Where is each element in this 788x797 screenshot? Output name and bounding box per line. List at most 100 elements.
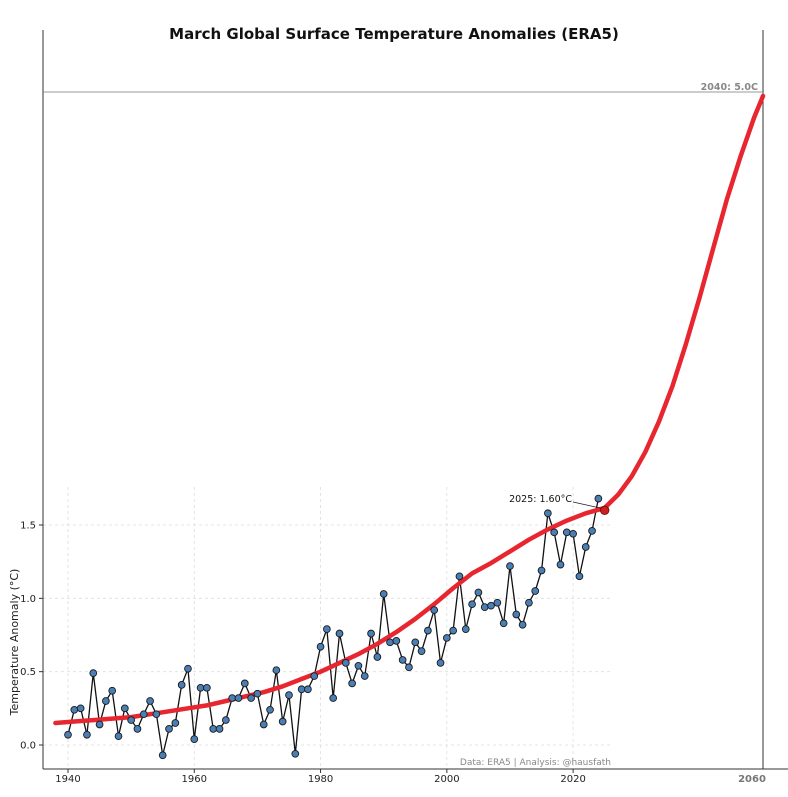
data-point <box>392 637 401 645</box>
data-point <box>310 672 319 680</box>
chart-title: March Global Surface Temperature Anomali… <box>169 25 619 43</box>
data-point <box>95 720 104 729</box>
data-point <box>278 717 287 726</box>
data-point <box>127 716 135 724</box>
data-point <box>228 694 237 702</box>
grid-layer <box>43 487 611 769</box>
data-point <box>512 610 521 619</box>
projection-curve <box>53 93 766 726</box>
data-point <box>525 598 533 607</box>
data-point <box>506 562 514 570</box>
y-tick-label: 1.5 <box>20 521 36 532</box>
data-point <box>417 647 426 655</box>
data-point <box>518 620 527 629</box>
data-point <box>89 669 98 677</box>
credit-text: Data: ERA5 | Analysis: @hausfath <box>460 758 611 768</box>
data-point <box>253 689 262 698</box>
y-tick-label: 0.5 <box>20 667 36 678</box>
data-point <box>234 694 243 702</box>
data-point <box>259 720 268 729</box>
data-point <box>424 626 432 635</box>
data-point <box>196 683 205 692</box>
data-point <box>348 679 356 688</box>
data-layer <box>53 93 766 760</box>
data-point <box>386 638 394 647</box>
data-point <box>76 704 85 713</box>
data-point <box>493 598 502 607</box>
data-point <box>329 694 338 702</box>
data-point <box>83 730 91 739</box>
data-point <box>240 679 249 688</box>
y-tick-label: 0.0 <box>20 741 36 752</box>
data-point <box>562 528 571 537</box>
data-point <box>304 685 312 694</box>
data-point <box>316 642 325 651</box>
data-point <box>102 697 110 705</box>
data-point <box>171 719 180 727</box>
data-point <box>379 590 388 598</box>
y-tick-label: 1.0 <box>20 594 36 605</box>
data-point <box>581 543 590 551</box>
data-point <box>247 694 255 702</box>
data-point <box>133 725 142 733</box>
data-point <box>152 710 161 719</box>
data-point <box>360 672 369 680</box>
data-point <box>594 494 603 503</box>
x-tick-label: 2000 <box>434 774 459 785</box>
data-point <box>221 716 230 724</box>
data-point <box>480 603 489 611</box>
x-tick-label-far: 2060 <box>738 774 766 785</box>
data-point <box>449 626 458 635</box>
data-point <box>184 664 192 673</box>
data-point <box>499 619 508 628</box>
data-point <box>544 509 552 518</box>
data-point <box>531 587 540 595</box>
data-point <box>285 691 293 699</box>
data-point <box>139 710 148 719</box>
data-point <box>108 686 117 695</box>
highlight-point <box>599 505 610 516</box>
data-point <box>177 681 186 689</box>
y-axis-label: Temperature Anomaly (°C) <box>8 569 21 717</box>
data-point <box>203 683 211 692</box>
data-point <box>461 625 470 633</box>
data-point <box>190 735 199 743</box>
data-point <box>474 588 483 597</box>
data-point <box>158 751 167 760</box>
ceiling-label: 2040: 5.0C <box>701 82 758 93</box>
data-point <box>575 572 584 581</box>
x-tick-label: 1980 <box>308 774 333 785</box>
data-point <box>341 659 350 667</box>
data-point <box>455 572 464 581</box>
x-tick-label: 1940 <box>55 774 80 785</box>
data-point <box>209 725 218 733</box>
ticks-layer: 0.0 0.5 1.0 1.5 1940 1960 1980 2000 2020 2060 <box>20 521 766 786</box>
data-point <box>442 634 451 642</box>
data-point <box>569 529 577 538</box>
data-point <box>146 697 154 705</box>
data-point <box>70 705 79 714</box>
data-point <box>354 661 363 670</box>
data-point <box>405 663 413 672</box>
data-point <box>550 528 559 537</box>
data-point <box>556 560 565 569</box>
data-point <box>436 659 445 667</box>
x-tick-label: 2020 <box>560 774 585 785</box>
data-point <box>588 527 596 535</box>
data-point <box>297 685 306 694</box>
data-point <box>335 629 344 638</box>
data-point <box>120 704 129 713</box>
highlight-leader-line <box>572 501 602 509</box>
data-point <box>411 638 420 647</box>
data-point <box>165 725 173 733</box>
data-point <box>114 732 123 741</box>
data-point <box>398 656 407 664</box>
data-point <box>323 625 331 633</box>
data-point <box>373 653 382 661</box>
data-point <box>537 566 546 575</box>
highlight-label: 2025: 1.60°C <box>509 494 572 505</box>
data-point <box>367 629 375 638</box>
